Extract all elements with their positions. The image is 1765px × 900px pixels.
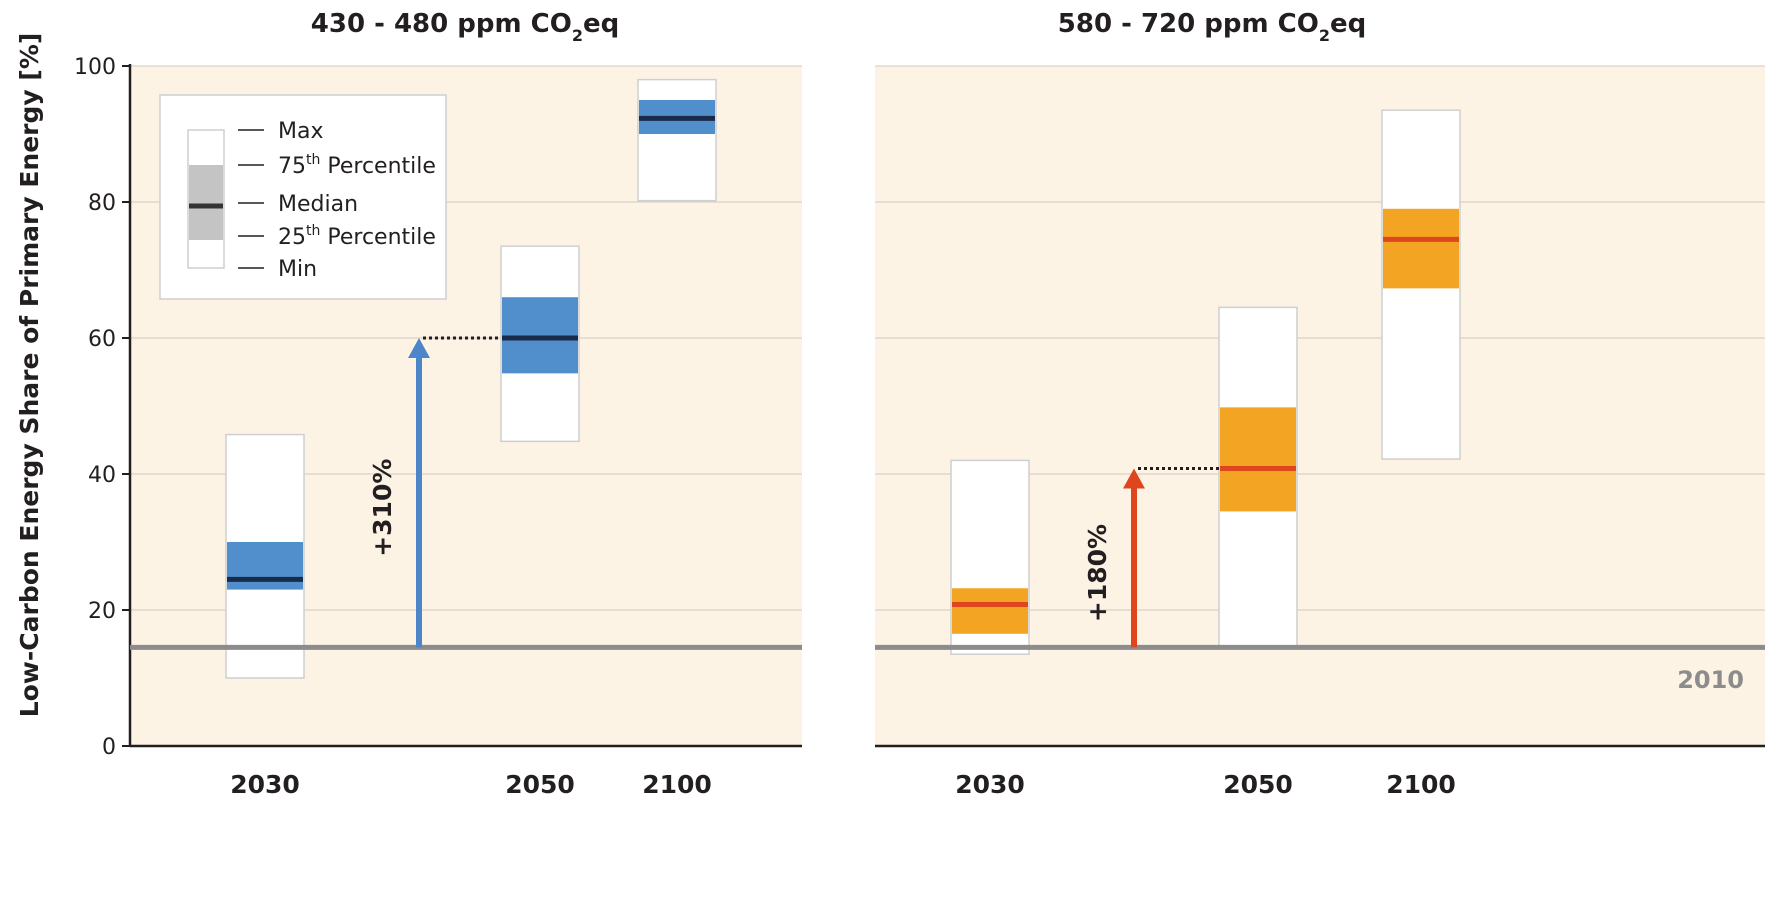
box-iqr bbox=[502, 297, 578, 374]
x-tick-label: 2100 bbox=[1386, 770, 1456, 799]
y-tick-label: 20 bbox=[88, 599, 116, 624]
x-tick-label: 2050 bbox=[505, 770, 575, 799]
x-tick-label: 2100 bbox=[642, 770, 712, 799]
legend-entry: Min bbox=[278, 257, 317, 282]
box-iqr bbox=[1220, 407, 1296, 512]
legend-box-iqr bbox=[189, 165, 223, 240]
legend-entry: Median bbox=[278, 192, 358, 217]
legend-entry: 25th Percentile bbox=[278, 223, 436, 250]
baseline-label: 2010 bbox=[1677, 666, 1744, 694]
box-whisker-range bbox=[637, 78, 717, 202]
increase-percent-label: +310% bbox=[368, 459, 397, 557]
x-tick-label: 2030 bbox=[955, 770, 1025, 799]
increase-arrow-head bbox=[1123, 468, 1145, 489]
box-iqr bbox=[227, 542, 303, 590]
panel-title: 430 - 480 ppm CO2eq bbox=[311, 9, 619, 45]
panel-title: 580 - 720 ppm CO2eq bbox=[1058, 9, 1366, 45]
legend-entry: 75th Percentile bbox=[278, 152, 436, 179]
increase-arrow-head bbox=[408, 338, 430, 358]
increase-percent-label: +180% bbox=[1083, 524, 1112, 622]
box-iqr bbox=[1383, 208, 1459, 289]
y-axis-label: Low-Carbon Energy Share of Primary Energ… bbox=[15, 33, 44, 718]
panel-2: 2030 2050 2100 +180% 580 - 720 ppm CO2eq bbox=[875, 9, 1765, 799]
y-tick-label: 0 bbox=[102, 735, 116, 760]
y-tick-label: 100 bbox=[74, 55, 116, 80]
box-iqr bbox=[952, 588, 1028, 634]
legend: Max 75th Percentile Median 25th Percentile M… bbox=[159, 94, 447, 300]
legend-entry: Max bbox=[278, 119, 323, 144]
x-tick-label: 2030 bbox=[230, 770, 300, 799]
y-tick-label: 60 bbox=[88, 327, 116, 352]
y-tick-label: 40 bbox=[88, 463, 116, 488]
x-tick-label: 2050 bbox=[1223, 770, 1293, 799]
y-tick-label: 80 bbox=[88, 191, 116, 216]
